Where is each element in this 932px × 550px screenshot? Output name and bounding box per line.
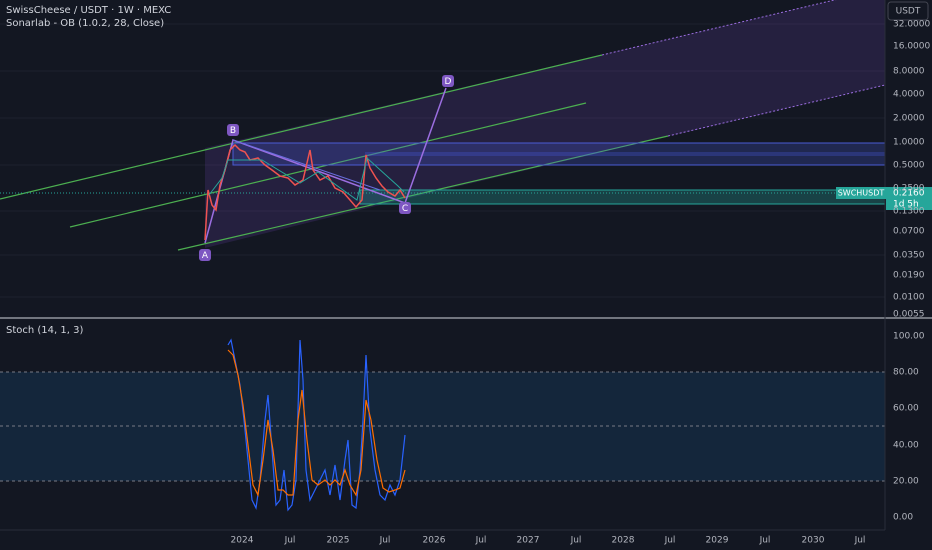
price-tag [886, 187, 932, 210]
price-axis-label: 0.5000 [893, 161, 925, 171]
stoch-axis-label: 20.00 [893, 477, 919, 487]
indicator-title: Sonarlab - OB (1.0.2, 28, Close) [6, 18, 164, 29]
price-tag-symbol [836, 187, 886, 199]
price-axis-label: 8.0000 [893, 67, 925, 77]
price-axis-label: 0.0350 [893, 251, 925, 261]
time-axis-label: 2024 [231, 536, 254, 546]
order-block [359, 189, 886, 205]
stoch-axis-label: 100.00 [893, 332, 925, 342]
time-axis-label: Jul [759, 536, 771, 546]
price-axis-label: 0.2500 [893, 184, 925, 194]
point-label: A [202, 251, 209, 261]
symbol-title: SwissCheese / USDT · 1W · MEXC [6, 5, 171, 16]
price-candles [204, 143, 406, 241]
time-axis-label: 2026 [423, 536, 446, 546]
price-tag-symbol-text: SWCHUSDT [838, 189, 885, 198]
channel-extension [667, 84, 886, 137]
time-axis-label: Jul [664, 536, 676, 546]
time-axis-label: Jul [570, 536, 582, 546]
price-axis-label: 1.0000 [893, 138, 925, 148]
price-tag-countdown: 1d 5h [893, 200, 919, 210]
price-axis-label: 0.0700 [893, 227, 925, 237]
time-axis-label: Jul [475, 536, 487, 546]
price-tag-price: 0.2160 [893, 189, 925, 199]
currency-button[interactable] [887, 1, 929, 21]
channel-top [0, 54, 603, 200]
stoch-d [227, 349, 406, 497]
price-axis-label: 4.0000 [893, 90, 925, 100]
time-axis-label: 2025 [327, 536, 350, 546]
currency-label[interactable]: USDT [896, 7, 921, 17]
grid [0, 23, 885, 298]
stoch-band [0, 372, 885, 481]
order-block [365, 152, 885, 156]
time-axis-label: 2030 [802, 536, 825, 546]
time-axis-label: 2029 [706, 536, 729, 546]
stoch-title: Stoch (14, 1, 3) [6, 325, 83, 336]
point-badge [399, 202, 411, 214]
time-axis-label: Jul [379, 536, 391, 546]
time-axis-label: Jul [854, 536, 866, 546]
price-candles [208, 157, 405, 201]
time-axis-label: Jul [284, 536, 296, 546]
stoch-axis-label: 80.00 [893, 368, 919, 378]
channel-fill [205, 0, 885, 248]
price-axis-label: 0.0055 [893, 310, 925, 320]
price-axis-label: 0.1300 [893, 207, 925, 217]
price-axis-label: 16.0000 [893, 42, 930, 52]
stoch-axis-label: 40.00 [893, 441, 919, 451]
price-axis-label: 0.0100 [893, 293, 925, 303]
time-axis-label: 2028 [612, 536, 635, 546]
price-axis-label: 2.0000 [893, 114, 925, 124]
point-badge [227, 124, 239, 136]
stoch-k [227, 338, 406, 512]
point-badge [199, 249, 211, 261]
stoch-axis-label: 60.00 [893, 404, 919, 414]
stoch-axis-label: 0.00 [893, 513, 913, 523]
time-axis-label: 2027 [517, 536, 540, 546]
point-label: D [445, 77, 452, 87]
price-axis-label: 32.0000 [893, 20, 930, 30]
point-label: C [402, 204, 408, 214]
channel-extension [601, 0, 837, 56]
point-label: B [230, 126, 236, 136]
point-badge [442, 75, 454, 87]
price-axis-label: 0.0190 [893, 271, 925, 281]
